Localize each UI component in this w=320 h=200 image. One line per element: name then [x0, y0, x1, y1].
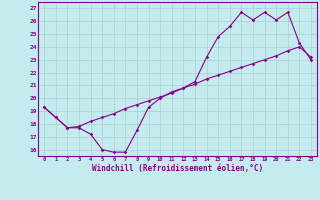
X-axis label: Windchill (Refroidissement éolien,°C): Windchill (Refroidissement éolien,°C)	[92, 164, 263, 173]
